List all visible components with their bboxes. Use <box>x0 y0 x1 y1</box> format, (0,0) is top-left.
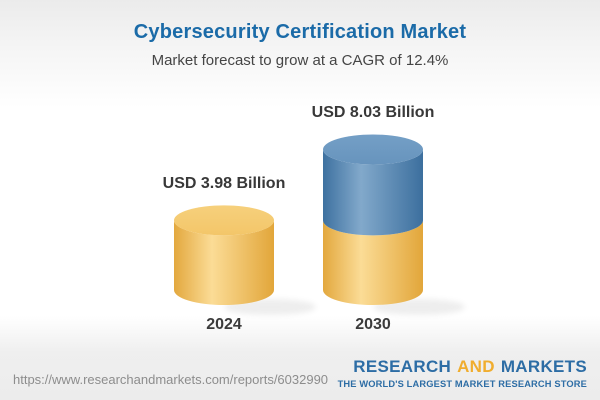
cylinder-segment-base-2024 <box>174 220 274 305</box>
logo-wordmark: RESEARCH AND MARKETS <box>338 357 587 377</box>
axis-label-2030: 2030 <box>355 316 391 333</box>
cylinder-segment-growth-2024-2030 <box>323 149 423 236</box>
axis-label-2024: 2024 <box>206 316 242 333</box>
cylinder-lid <box>323 134 423 165</box>
logo-word-and: AND <box>457 357 495 376</box>
logo-word-markets: MARKETS <box>500 357 587 376</box>
logo-tagline: THE WORLD'S LARGEST MARKET RESEARCH STOR… <box>337 379 587 389</box>
report-url: https://www.researchandmarkets.com/repor… <box>13 372 329 387</box>
logo-word-research: RESEARCH <box>353 357 452 376</box>
research-and-markets-logo: RESEARCH AND MARKETS THE WORLD'S LARGEST… <box>338 357 587 389</box>
cylinder-segment-base-2024 <box>323 220 423 305</box>
cylinder-lid <box>174 205 274 236</box>
bar-value-label-2030: USD 8.03 Billion <box>311 104 435 122</box>
bar-value-label-2024: USD 3.98 Billion <box>162 175 286 193</box>
page-subtitle: Market forecast to grow at a CAGR of 12.… <box>151 52 449 69</box>
page-title: Cybersecurity Certification Market <box>133 21 467 43</box>
